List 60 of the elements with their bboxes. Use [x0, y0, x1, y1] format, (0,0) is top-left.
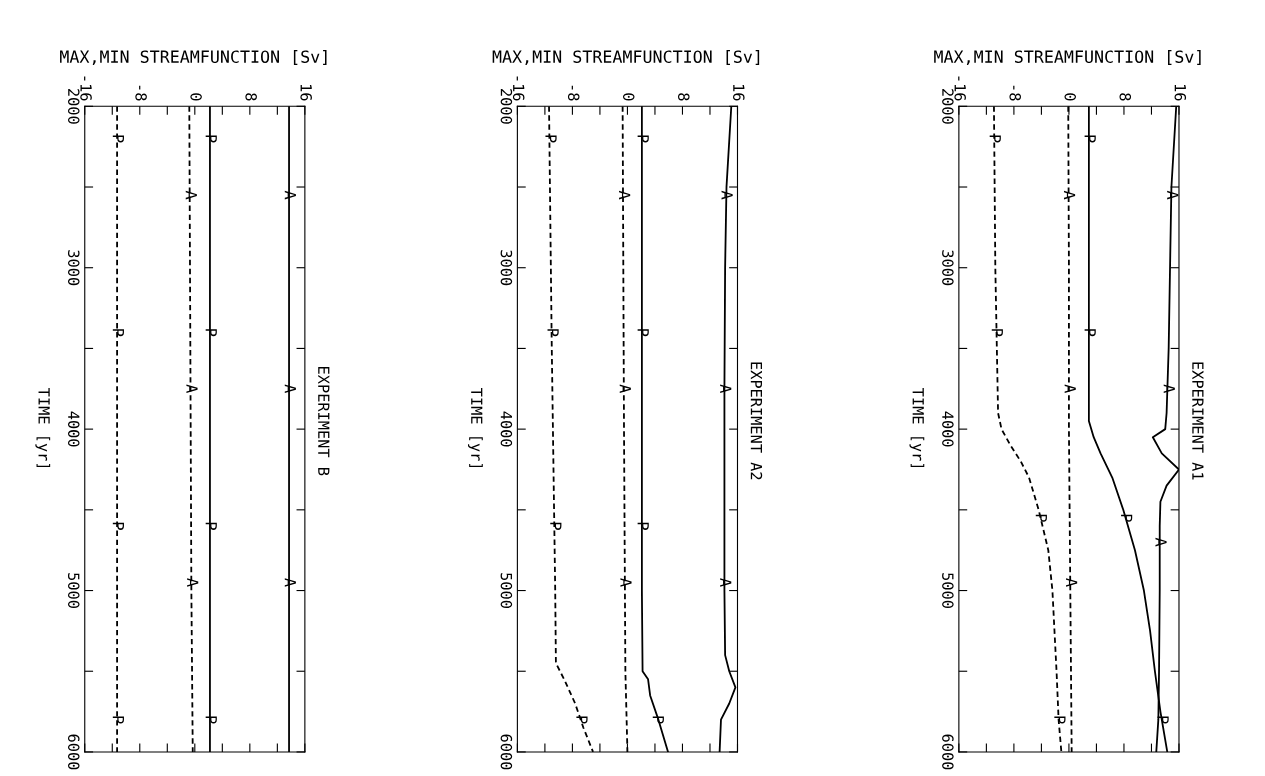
x-tick-label: 16 — [733, 84, 745, 101]
annotation: P — [1035, 514, 1047, 522]
y-tick-label: 4000 — [500, 411, 513, 447]
x-axis-title: MAX,MIN STREAMFUNCTION [Sv] — [934, 50, 1201, 66]
y-tick-label: 2000 — [942, 89, 954, 124]
y-tick-label: 4000 — [67, 411, 80, 447]
annotation: P — [205, 522, 217, 530]
annotation: P — [112, 329, 124, 337]
x-tick-label: -16 — [512, 76, 525, 101]
x-tick-label: -8 — [1009, 85, 1021, 101]
annotation: P — [637, 329, 649, 337]
annotation: A — [187, 578, 199, 587]
annotation: A — [619, 190, 631, 200]
text: EXPERIMENT B — [318, 367, 330, 476]
annotation: A — [284, 190, 296, 200]
y-tick-label: 3000 — [500, 250, 513, 286]
annotation: P — [112, 716, 124, 724]
annotation: A — [284, 578, 296, 587]
x-tick-label: -8 — [567, 85, 580, 101]
annotation: P — [991, 329, 1003, 337]
x-tick-label: 16 — [300, 84, 312, 101]
x-tick-label: 8 — [245, 93, 257, 101]
annotation: P — [545, 135, 557, 143]
annotation: P — [637, 522, 649, 530]
x-tick-label: -16 — [954, 76, 966, 101]
annotation: A — [1066, 578, 1078, 587]
y-tick-label: 5000 — [942, 573, 954, 608]
y-tick-label: 6000 — [942, 734, 954, 770]
x-tick-label: 0 — [190, 93, 202, 101]
y-tick-label: 6000 — [500, 734, 513, 770]
x-axis-title: MAX,MIN STREAMFUNCTION [Sv] — [60, 50, 327, 66]
y-tick-label: 3000 — [942, 250, 954, 286]
x-tick-label: -16 — [80, 76, 92, 101]
x-tick-label: -8 — [135, 85, 147, 101]
x-tick-label: 0 — [622, 93, 635, 101]
annotation: A — [284, 384, 296, 394]
annotation: P — [205, 716, 217, 724]
y-tick-label: 2000 — [67, 89, 80, 124]
x-tick-label: 16 — [1174, 84, 1187, 101]
text: EXPERIMENT A2 — [750, 362, 763, 480]
x-tick-label: 8 — [677, 93, 690, 101]
y-tick-label: 2000 — [500, 89, 513, 124]
x-tick-label: 0 — [1064, 93, 1077, 101]
y-axis-title: TIME [yr] — [35, 388, 51, 468]
annotation: P — [205, 135, 217, 143]
y-tick-label: 5000 — [500, 573, 513, 608]
text: EXPERIMENT A1 — [1192, 362, 1204, 480]
y-tick-label: 6000 — [67, 734, 80, 770]
annotation: P — [550, 522, 562, 530]
y-axis-title: TIME [yr] — [468, 388, 483, 468]
x-tick-label: 8 — [1119, 93, 1132, 101]
annotation: P — [547, 329, 559, 337]
annotation: P — [1084, 329, 1096, 337]
annotation: P — [205, 329, 217, 337]
x-axis-title: MAX,MIN STREAMFUNCTION [Sv] — [492, 50, 760, 66]
y-axis-title: TIME [yr] — [909, 388, 925, 468]
annotation: P — [1054, 716, 1066, 724]
y-tick-label: 4000 — [942, 411, 954, 447]
y-tick-label: 3000 — [67, 250, 80, 286]
y-tick-label: 5000 — [67, 573, 80, 608]
